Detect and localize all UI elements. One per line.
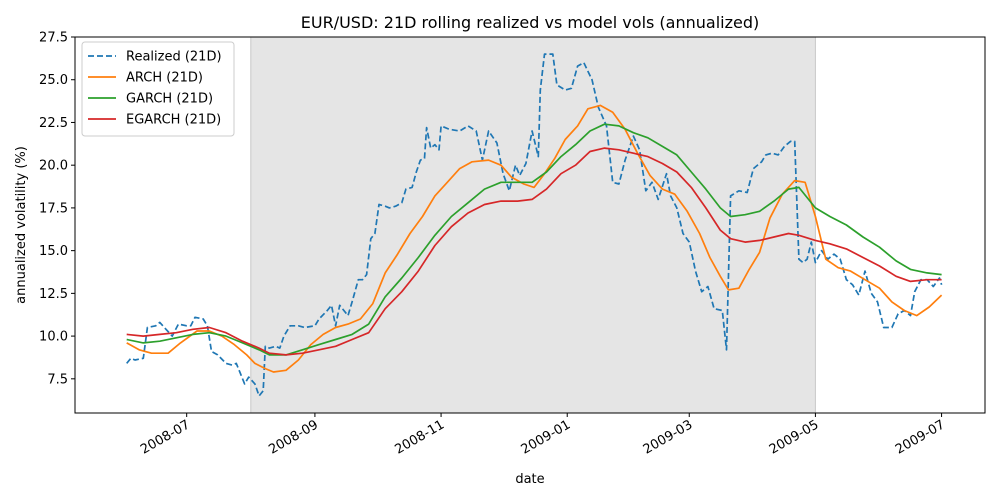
legend-label-1: ARCH (21D)	[126, 71, 203, 86]
y-tick-label: 20.0	[39, 159, 68, 174]
legend: Realized (21D) ARCH (21D) GARCH (21D) EGARC…	[81, 41, 235, 137]
plot-frame	[74, 36, 986, 414]
y-tick-label: 27.5	[39, 31, 68, 46]
series-line-0	[126, 53, 943, 397]
x-axis-label: date	[515, 472, 544, 487]
y-axis-label: annualized volatility (%)	[14, 146, 29, 304]
y-tick-label: 22.5	[39, 116, 68, 131]
chart-title: EUR/USD: 21D rolling realized vs model v…	[301, 13, 759, 32]
legend-label-3: EGARCH (21D)	[126, 113, 221, 128]
y-tick-label: 12.5	[39, 287, 68, 302]
y-axis: 7.5 10.0 12.5 15.0 17.5 20.0 22.5 25.0 27.5	[39, 31, 75, 387]
y-tick-label: 7.5	[47, 372, 68, 387]
shaded-region	[250, 36, 816, 414]
legend-label-2: GARCH (21D)	[126, 92, 213, 107]
y-tick-label: 10.0	[39, 330, 68, 345]
y-tick-label: 15.0	[39, 244, 68, 259]
legend-box	[81, 41, 235, 137]
legend-label-0: Realized (21D)	[126, 50, 222, 65]
series-line-2	[126, 123, 942, 356]
y-tick-label: 25.0	[39, 73, 68, 88]
y-tick-label: 17.5	[39, 201, 68, 216]
series-line-3	[126, 147, 942, 356]
plot-area	[126, 36, 943, 414]
